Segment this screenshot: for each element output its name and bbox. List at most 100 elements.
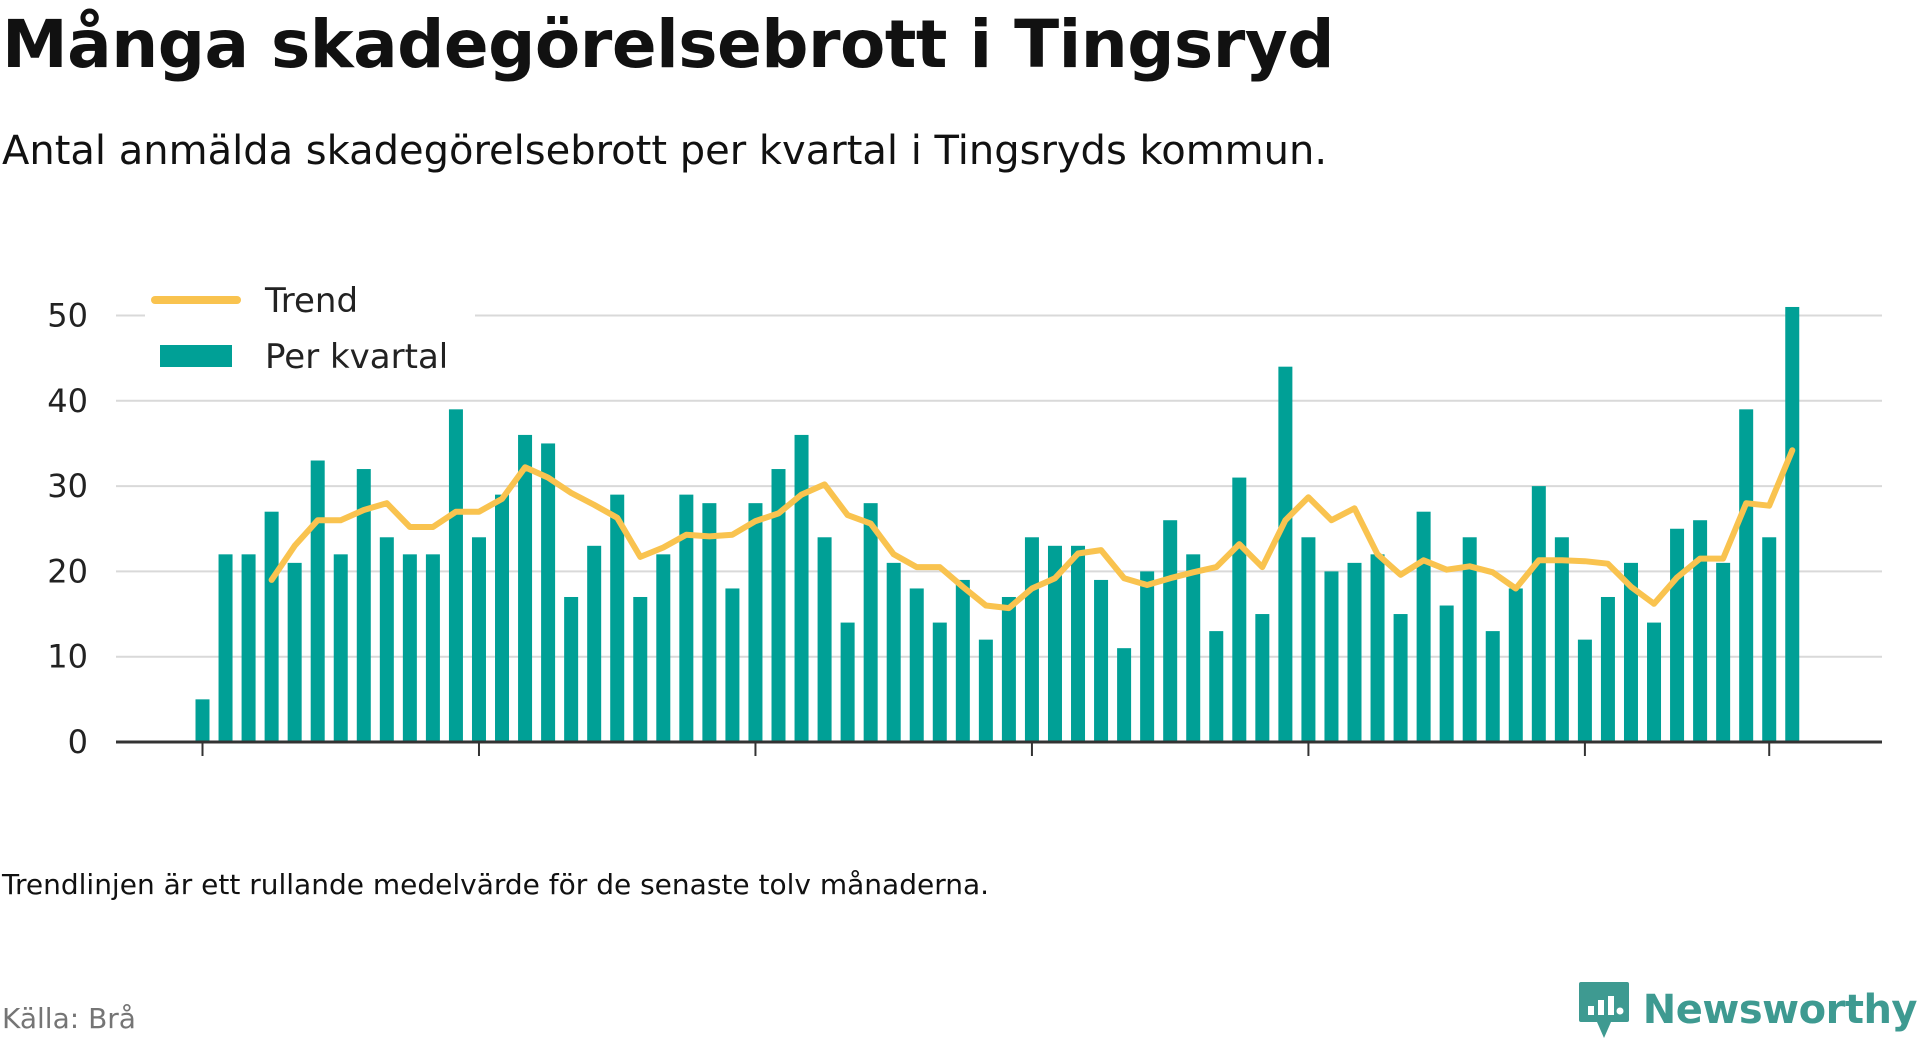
bar <box>1209 631 1224 742</box>
bar <box>656 554 671 742</box>
bar <box>978 639 993 742</box>
bar <box>1347 562 1362 742</box>
chart-note: Trendlinjen är ett rullande medelvärde f… <box>2 868 990 901</box>
legend-bar-label: Per kvartal <box>265 337 448 377</box>
bar <box>241 554 256 742</box>
y-tick-label: 40 <box>47 382 88 420</box>
legend-background <box>145 270 475 390</box>
bar <box>679 494 694 742</box>
bar <box>1485 631 1500 742</box>
bar <box>633 596 648 742</box>
bar <box>610 494 625 742</box>
bar <box>725 588 740 742</box>
bar <box>1462 537 1477 742</box>
brand-logo[interactable]: Newsworthy <box>1577 980 1918 1040</box>
bar <box>1623 562 1638 742</box>
bar <box>1439 605 1454 742</box>
bar <box>1716 562 1731 742</box>
trend-line <box>268 447 1796 612</box>
bar <box>1140 571 1155 742</box>
bar <box>356 469 371 742</box>
bar <box>1393 614 1408 742</box>
bar <box>702 503 717 742</box>
bar <box>1785 306 1800 742</box>
legend: Trend Per kvartal <box>145 270 475 390</box>
bar <box>1024 537 1039 742</box>
bar <box>1693 520 1708 742</box>
chart-subtitle: Antal anmälda skadegörelsebrott per kvar… <box>2 128 1328 174</box>
bar <box>218 554 233 742</box>
legend-bar-swatch <box>160 345 232 367</box>
bar <box>287 562 302 742</box>
x-axis <box>116 740 1882 756</box>
bar <box>448 409 463 742</box>
bar <box>863 503 878 742</box>
bar <box>541 443 556 742</box>
bar <box>495 494 510 742</box>
x-tick-label: 2021 <box>1544 767 1625 770</box>
bar <box>932 622 947 742</box>
bar <box>1232 477 1247 742</box>
bar <box>1163 520 1178 742</box>
bar <box>195 699 210 742</box>
y-tick-label: 20 <box>47 552 88 590</box>
bar <box>817 537 832 742</box>
bar <box>1739 409 1754 742</box>
bar <box>471 537 486 742</box>
bar <box>1577 639 1592 742</box>
bar <box>1508 588 1523 742</box>
x-tick-label: 2015 <box>991 767 1072 770</box>
bar <box>587 545 602 742</box>
bar <box>1071 545 1086 742</box>
bar <box>264 511 279 742</box>
bar <box>886 562 901 742</box>
bar <box>1278 366 1293 742</box>
bar <box>564 596 579 742</box>
bar <box>771 469 786 742</box>
bar <box>1762 537 1777 742</box>
bar <box>333 554 348 742</box>
chart-area: 0 10 20 30 40 50 2006 2009 2012 2015 2018 2021 2023… <box>47 270 1882 770</box>
y-axis-tick-labels: 0 10 20 30 40 50 <box>47 297 88 762</box>
bar <box>518 434 533 742</box>
bar <box>1647 622 1662 742</box>
y-tick-label: 50 <box>47 297 88 335</box>
bar <box>1117 648 1132 742</box>
bar-series <box>195 306 1800 742</box>
bar <box>1047 545 1062 742</box>
y-tick-label: 0 <box>68 723 88 761</box>
x-tick-label: 2023 <box>1729 767 1810 770</box>
bar <box>1001 596 1016 742</box>
bar <box>1301 537 1316 742</box>
bar <box>1186 554 1201 742</box>
bar <box>1670 528 1685 742</box>
bar <box>955 579 970 742</box>
bar <box>1554 537 1569 742</box>
bar <box>1324 571 1339 742</box>
bar <box>1255 614 1270 742</box>
bar <box>1094 579 1109 742</box>
bar <box>1531 486 1546 742</box>
trend-series <box>268 447 1796 612</box>
x-tick-label: 2018 <box>1268 767 1349 770</box>
bar <box>1600 596 1615 742</box>
bar <box>310 460 325 742</box>
bar <box>794 434 809 742</box>
newsworthy-logo-icon <box>1578 982 1629 1038</box>
bar <box>840 622 855 742</box>
bar <box>909 588 924 742</box>
y-tick-label: 30 <box>47 467 88 505</box>
bar <box>1370 554 1385 742</box>
x-tick-label: 2006 <box>162 767 243 770</box>
chart-title: Många skadegörelsebrott i Tingsryd <box>2 6 1335 83</box>
source-label: Källa: Brå <box>2 1002 136 1035</box>
bar <box>379 537 394 742</box>
x-axis-tick-labels: 2006 2009 2012 2015 2018 2021 2023 <box>162 767 1810 770</box>
y-tick-label: 10 <box>47 638 88 676</box>
bar <box>1416 511 1431 742</box>
bar <box>748 503 763 742</box>
bar <box>402 554 417 742</box>
brand-name: Newsworthy <box>1642 987 1918 1033</box>
x-tick-label: 2009 <box>438 767 519 770</box>
x-tick-label: 2012 <box>715 767 796 770</box>
